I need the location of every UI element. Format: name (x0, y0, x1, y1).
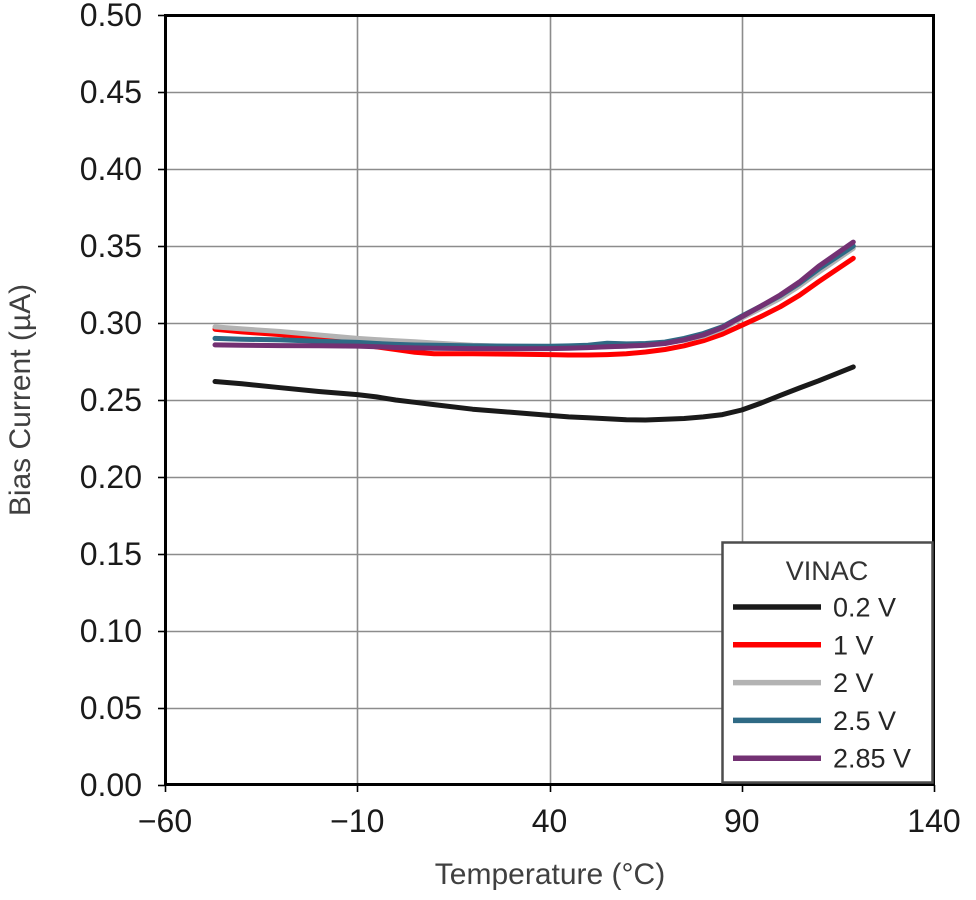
curve-2-v (212, 245, 856, 350)
y-tick-label: 0.45 (80, 74, 142, 110)
y-tick-labels: 0.00 0.05 0.10 0.15 0.20 0.25 0.30 0.35 0.40 0.45… (80, 0, 142, 803)
y-tick-label: 0.30 (80, 305, 142, 341)
x-tick-label: 40 (532, 803, 568, 839)
legend-box (721, 541, 934, 784)
plot-border (164, 14, 935, 786)
legend-label-1-v: 1 V (833, 630, 874, 660)
legend-entries: 0.2 V 1 V 2 V 2.5 V 2.85 V (733, 593, 911, 774)
x-tick-labels: −60 −10 40 90 140 (138, 803, 961, 839)
x-axis-title: Temperature (°C) (435, 858, 665, 891)
x-tick-label: 140 (907, 803, 960, 839)
y-axis-title: Bias Current (µA) (4, 284, 37, 516)
legend-label-2-v: 2 V (833, 668, 874, 698)
y-tick-label: 0.20 (80, 459, 142, 495)
y-tick-label: 0.25 (80, 382, 142, 418)
x-tick-label: −60 (138, 803, 192, 839)
y-tick-label: 0.50 (80, 0, 142, 33)
y-tick-label: 0.10 (80, 613, 142, 649)
x-tick-label: −10 (330, 803, 384, 839)
curve-0-2-v (212, 364, 856, 423)
y-tick-label: 0.05 (80, 690, 142, 726)
x-tick-label: 90 (724, 803, 760, 839)
curve-2-85-v (212, 239, 856, 352)
y-tick-label: 0.00 (80, 767, 142, 803)
y-tick-label: 0.35 (80, 228, 142, 264)
legend-label-2-85-v: 2.85 V (833, 744, 911, 774)
legend-title: VINAC (786, 556, 869, 586)
gridlines (165, 15, 934, 785)
tick-marks (158, 14, 936, 792)
legend-label-0-2-v: 0.2 V (833, 593, 896, 623)
y-tick-label: 0.40 (80, 151, 142, 187)
curves (212, 239, 856, 423)
legend-label-2-5-v: 2.5 V (833, 706, 896, 736)
y-tick-label: 0.15 (80, 536, 142, 572)
curve-2-5-v (212, 243, 856, 349)
legend: VINAC 0.2 V 1 V 2 V 2.5 V 2.85 V (721, 541, 934, 784)
